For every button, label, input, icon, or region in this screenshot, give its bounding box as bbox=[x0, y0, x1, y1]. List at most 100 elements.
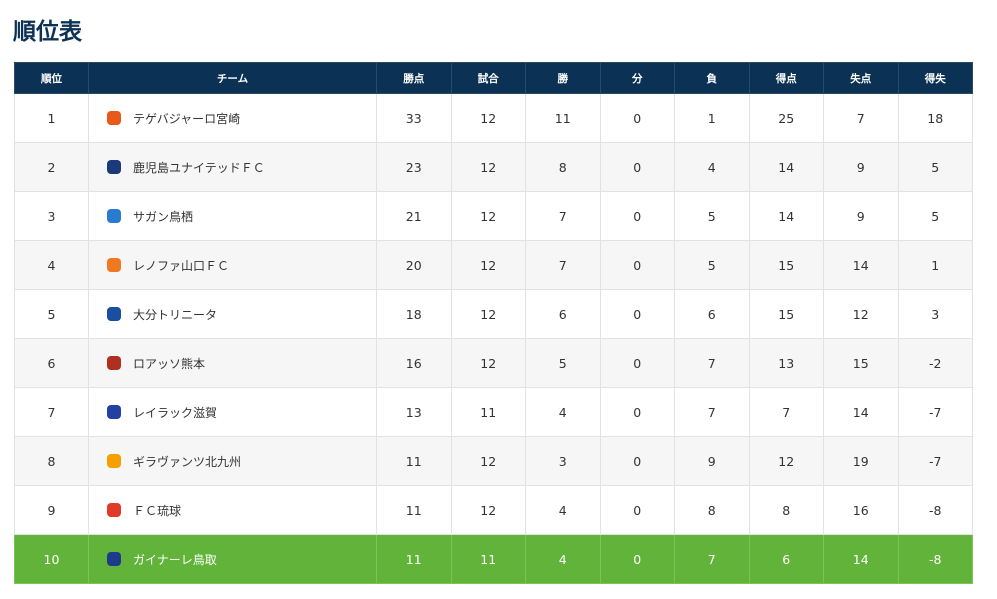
team-cell: ＦＣ琉球 bbox=[88, 485, 377, 535]
team-logo bbox=[107, 160, 121, 174]
stat-cell: 5 bbox=[674, 191, 750, 241]
team-cell: テゲバジャーロ宮崎 bbox=[88, 93, 377, 143]
team-name: テゲバジャーロ宮崎 bbox=[133, 111, 241, 126]
stat-cell: 14 bbox=[823, 387, 899, 437]
column-header: チーム bbox=[88, 62, 377, 94]
standings-row: 5 大分トリニータ 18 12 6 0 6 15 12 3 bbox=[14, 289, 973, 339]
stat-cell: 14 bbox=[748, 142, 824, 192]
stat-cell: 8 bbox=[748, 485, 824, 535]
column-header: 失点 bbox=[823, 62, 899, 94]
stat-cell: 20 bbox=[376, 240, 452, 290]
stat-cell: 3 bbox=[897, 289, 973, 339]
stat-cell: 9 bbox=[823, 191, 899, 241]
stat-cell: 4 bbox=[674, 142, 750, 192]
stat-cell: 3 bbox=[525, 436, 601, 486]
rank-cell: 5 bbox=[14, 289, 89, 339]
stat-cell: 0 bbox=[599, 240, 675, 290]
rank-cell: 4 bbox=[14, 240, 89, 290]
stat-cell: 7 bbox=[525, 240, 601, 290]
rank-cell: 3 bbox=[14, 191, 89, 241]
standings-row: 2 鹿児島ユナイテッドＦＣ 23 12 8 0 4 14 9 5 bbox=[14, 142, 973, 192]
column-header: 試合 bbox=[450, 62, 526, 94]
column-header: 勝点 bbox=[376, 62, 452, 94]
stat-cell: 7 bbox=[674, 387, 750, 437]
team-logo bbox=[107, 552, 121, 566]
standings-row: 3 サガン鳥栖 21 12 7 0 5 14 9 5 bbox=[14, 191, 973, 241]
rank-cell: 9 bbox=[14, 485, 89, 535]
stat-cell: 0 bbox=[599, 93, 675, 143]
team-cell: ギラヴァンツ北九州 bbox=[88, 436, 377, 486]
team-name: ＦＣ琉球 bbox=[133, 503, 182, 518]
team-logo bbox=[107, 356, 121, 370]
stat-cell: 15 bbox=[748, 240, 824, 290]
stat-cell: 9 bbox=[674, 436, 750, 486]
stat-cell: 0 bbox=[599, 338, 675, 388]
stat-cell: 4 bbox=[525, 534, 601, 584]
stat-cell: 12 bbox=[450, 338, 526, 388]
stat-cell: 16 bbox=[376, 338, 452, 388]
standings-row: 10 ガイナーレ鳥取 11 11 4 0 7 6 14 -8 bbox=[14, 534, 973, 584]
stat-cell: 1 bbox=[674, 93, 750, 143]
column-header: 分 bbox=[599, 62, 675, 94]
stat-cell: 14 bbox=[823, 240, 899, 290]
stat-cell: 11 bbox=[525, 93, 601, 143]
stat-cell: 4 bbox=[525, 387, 601, 437]
stat-cell: 5 bbox=[897, 142, 973, 192]
stat-cell: 13 bbox=[748, 338, 824, 388]
stat-cell: 7 bbox=[748, 387, 824, 437]
stat-cell: 23 bbox=[376, 142, 452, 192]
stat-cell: 11 bbox=[376, 436, 452, 486]
stat-cell: 15 bbox=[823, 338, 899, 388]
stat-cell: 7 bbox=[674, 338, 750, 388]
team-cell: レイラック滋賀 bbox=[88, 387, 377, 437]
stat-cell: 12 bbox=[823, 289, 899, 339]
stat-cell: 11 bbox=[376, 534, 452, 584]
stat-cell: 18 bbox=[897, 93, 973, 143]
team-logo bbox=[107, 209, 121, 223]
team-name: ガイナーレ鳥取 bbox=[133, 552, 217, 567]
team-cell: ロアッソ熊本 bbox=[88, 338, 377, 388]
stat-cell: 12 bbox=[450, 93, 526, 143]
standings-row: 6 ロアッソ熊本 16 12 5 0 7 13 15 -2 bbox=[14, 338, 973, 388]
stat-cell: 12 bbox=[748, 436, 824, 486]
stat-cell: 0 bbox=[599, 534, 675, 584]
stat-cell: 8 bbox=[525, 142, 601, 192]
stat-cell: 7 bbox=[823, 93, 899, 143]
team-name: レイラック滋賀 bbox=[133, 405, 218, 420]
standings-row: 7 レイラック滋賀 13 11 4 0 7 7 14 -7 bbox=[14, 387, 973, 437]
team-logo bbox=[107, 258, 121, 272]
page-title: 順位表 bbox=[13, 19, 82, 45]
stat-cell: 19 bbox=[823, 436, 899, 486]
standings-row: 9 ＦＣ琉球 11 12 4 0 8 8 16 -8 bbox=[14, 485, 973, 535]
team-name: ギラヴァンツ北九州 bbox=[133, 454, 242, 469]
stat-cell: 5 bbox=[674, 240, 750, 290]
team-name: ロアッソ熊本 bbox=[133, 356, 206, 371]
rank-cell: 6 bbox=[14, 338, 89, 388]
team-logo bbox=[107, 405, 121, 419]
team-name: サガン鳥栖 bbox=[133, 209, 194, 224]
team-logo bbox=[107, 454, 121, 468]
rank-cell: 7 bbox=[14, 387, 89, 437]
stat-cell: 4 bbox=[525, 485, 601, 535]
team-name: レノファ山口ＦＣ bbox=[133, 258, 230, 273]
stat-cell: -2 bbox=[897, 338, 973, 388]
stat-cell: 7 bbox=[674, 534, 750, 584]
stat-cell: 7 bbox=[525, 191, 601, 241]
stat-cell: 12 bbox=[450, 240, 526, 290]
column-header: 得失 bbox=[897, 62, 973, 94]
team-logo bbox=[107, 111, 121, 125]
stat-cell: 0 bbox=[599, 387, 675, 437]
rank-cell: 2 bbox=[14, 142, 89, 192]
stat-cell: 5 bbox=[897, 191, 973, 241]
table-body: 1 テゲバジャーロ宮崎 33 12 11 0 1 25 7 18 2 鹿児島ユナイテッドＦＣ 23 12 8… bbox=[14, 93, 973, 584]
team-cell: レノファ山口ＦＣ bbox=[88, 240, 377, 290]
stat-cell: 11 bbox=[450, 387, 526, 437]
stat-cell: 12 bbox=[450, 436, 526, 486]
team-cell: ガイナーレ鳥取 bbox=[88, 534, 377, 584]
column-header: 順位 bbox=[14, 62, 89, 94]
team-name: 大分トリニータ bbox=[133, 307, 218, 322]
stat-cell: 11 bbox=[376, 485, 452, 535]
standings-row: 1 テゲバジャーロ宮崎 33 12 11 0 1 25 7 18 bbox=[14, 93, 973, 143]
header-row: 順位 チーム 勝点 試合勝分負得点 失点 得失 bbox=[14, 62, 973, 94]
